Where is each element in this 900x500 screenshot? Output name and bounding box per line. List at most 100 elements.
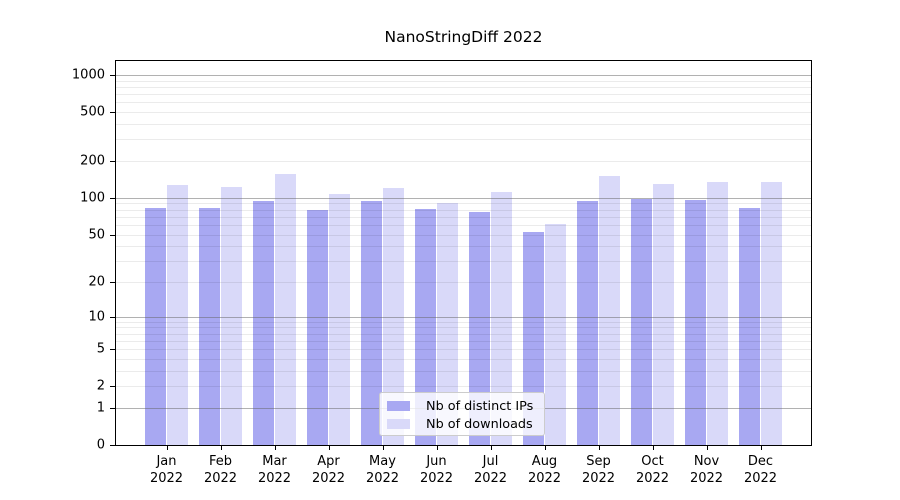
x-tick-mark: [166, 446, 168, 450]
x-tick-mark: [490, 446, 492, 450]
legend-label-downloads: Nb of downloads: [426, 416, 533, 432]
x-tick-year: 2022: [635, 471, 670, 486]
x-tick-year: 2022: [581, 471, 616, 486]
y-tick-mark: [110, 386, 115, 388]
y-tick-label: 5: [96, 341, 105, 357]
y-tick-mark: [110, 197, 115, 199]
x-tick-year: 2022: [149, 471, 184, 486]
x-tick-year: 2022: [419, 471, 454, 486]
x-tick-year: 2022: [203, 471, 238, 486]
y-tick-mark: [110, 161, 115, 162]
x-tick-month: Jul: [482, 454, 499, 469]
x-tick-mark: [328, 446, 330, 450]
bar-distinct-ips-may: [360, 200, 382, 445]
x-tick-month: Jun: [426, 454, 447, 469]
legend-swatch-downloads: [387, 419, 410, 429]
x-tick-label-may: May 2022: [348, 453, 418, 487]
x-tick-year: 2022: [689, 471, 724, 486]
y-tick-label: 2: [96, 378, 105, 394]
x-tick-mark: [598, 446, 600, 450]
x-tick-mark: [760, 446, 762, 450]
y-tick-mark: [110, 445, 115, 446]
x-tick-label-feb: Feb 2022: [186, 453, 256, 487]
x-tick-label-nov: Nov 2022: [672, 453, 742, 487]
x-tick-year: 2022: [257, 471, 292, 486]
x-tick-year: 2022: [365, 471, 400, 486]
x-tick-label-jul: Jul 2022: [456, 453, 526, 487]
bar-distinct-ips-jan: [144, 207, 166, 445]
x-tick-label-oct: Oct 2022: [618, 453, 688, 487]
y-tick-label: 1000: [71, 67, 105, 83]
bar-distinct-ips-feb: [198, 207, 220, 445]
x-tick-mark: [382, 446, 384, 450]
y-tick-label: 20: [88, 274, 105, 290]
x-tick-mark: [706, 446, 708, 450]
y-tick-label: 50: [88, 227, 105, 242]
y-tick-label: 10: [88, 309, 105, 325]
x-tick-month: Jan: [156, 454, 177, 469]
legend: Nb of distinct IPs Nb of downloads: [379, 392, 545, 436]
y-tick-label: 0: [96, 437, 105, 453]
x-tick-month: Apr: [317, 454, 340, 469]
y-tick-label: 1: [96, 400, 105, 416]
y-tick-mark: [110, 75, 115, 76]
x-tick-mark: [220, 446, 222, 450]
bar-downloads-feb: [221, 186, 243, 445]
y-tick-label: 100: [80, 190, 105, 206]
y-tick-mark: [110, 349, 115, 351]
x-tick-label-dec: Dec 2022: [726, 453, 796, 487]
bar-distinct-ips-oct: [630, 198, 652, 445]
x-tick-year: 2022: [527, 471, 562, 486]
legend-row-downloads: Nb of downloads: [387, 415, 544, 433]
bar-distinct-ips-jul: [468, 212, 490, 445]
bar-distinct-ips-sep: [576, 200, 598, 445]
x-tick-label-apr: Apr 2022: [294, 453, 364, 487]
legend-swatch-distinct-ips: [387, 401, 410, 411]
bar-distinct-ips-dec: [738, 207, 760, 445]
bar-downloads-nov: [707, 182, 729, 445]
x-tick-mark: [436, 446, 438, 450]
x-tick-mark: [544, 446, 546, 450]
bar-downloads-jul: [491, 192, 513, 445]
y-tick-mark: [110, 112, 115, 114]
x-tick-year: 2022: [311, 471, 346, 486]
bar-distinct-ips-mar: [252, 200, 274, 445]
x-tick-label-sep: Sep 2022: [564, 453, 634, 487]
legend-row-distinct-ips: Nb of distinct IPs: [387, 397, 544, 415]
bar-downloads-mar: [275, 174, 297, 445]
x-tick-month: Sep: [586, 454, 611, 469]
y-tick-mark: [110, 234, 115, 236]
x-tick-month: Aug: [531, 454, 558, 469]
y-tick-label: 200: [80, 153, 105, 169]
x-tick-label-jan: Jan 2022: [132, 453, 202, 487]
x-tick-label-mar: Mar 2022: [240, 453, 310, 487]
x-tick-month: May: [369, 454, 396, 469]
bar-downloads-dec: [761, 182, 783, 445]
bars-layer: [116, 61, 811, 445]
y-tick-mark: [110, 316, 115, 318]
x-tick-year: 2022: [743, 471, 778, 486]
x-tick-label-aug: Aug 2022: [510, 453, 580, 487]
x-tick-label-jun: Jun 2022: [402, 453, 472, 487]
bar-distinct-ips-nov: [684, 199, 706, 445]
bar-downloads-sep: [599, 176, 621, 445]
x-tick-mark: [652, 446, 654, 450]
bar-downloads-apr: [329, 194, 351, 445]
bar-downloads-jun: [437, 203, 459, 445]
bar-downloads-oct: [653, 183, 675, 445]
plot-area: Nb of distinct IPs Nb of downloads: [115, 60, 812, 446]
x-tick-month: Oct: [641, 454, 664, 469]
bar-downloads-aug: [545, 224, 567, 445]
y-tick-mark: [110, 407, 115, 409]
x-tick-year: 2022: [473, 471, 508, 486]
bar-distinct-ips-jun: [414, 209, 436, 445]
x-tick-month: Nov: [693, 454, 720, 469]
y-tick-label: 500: [80, 104, 105, 120]
x-tick-mark: [274, 446, 276, 450]
x-tick-month: Mar: [262, 454, 287, 469]
bar-distinct-ips-apr: [306, 209, 328, 445]
bar-distinct-ips-aug: [522, 232, 544, 445]
legend-label-distinct-ips: Nb of distinct IPs: [426, 398, 534, 414]
x-tick-month: Dec: [747, 454, 774, 469]
